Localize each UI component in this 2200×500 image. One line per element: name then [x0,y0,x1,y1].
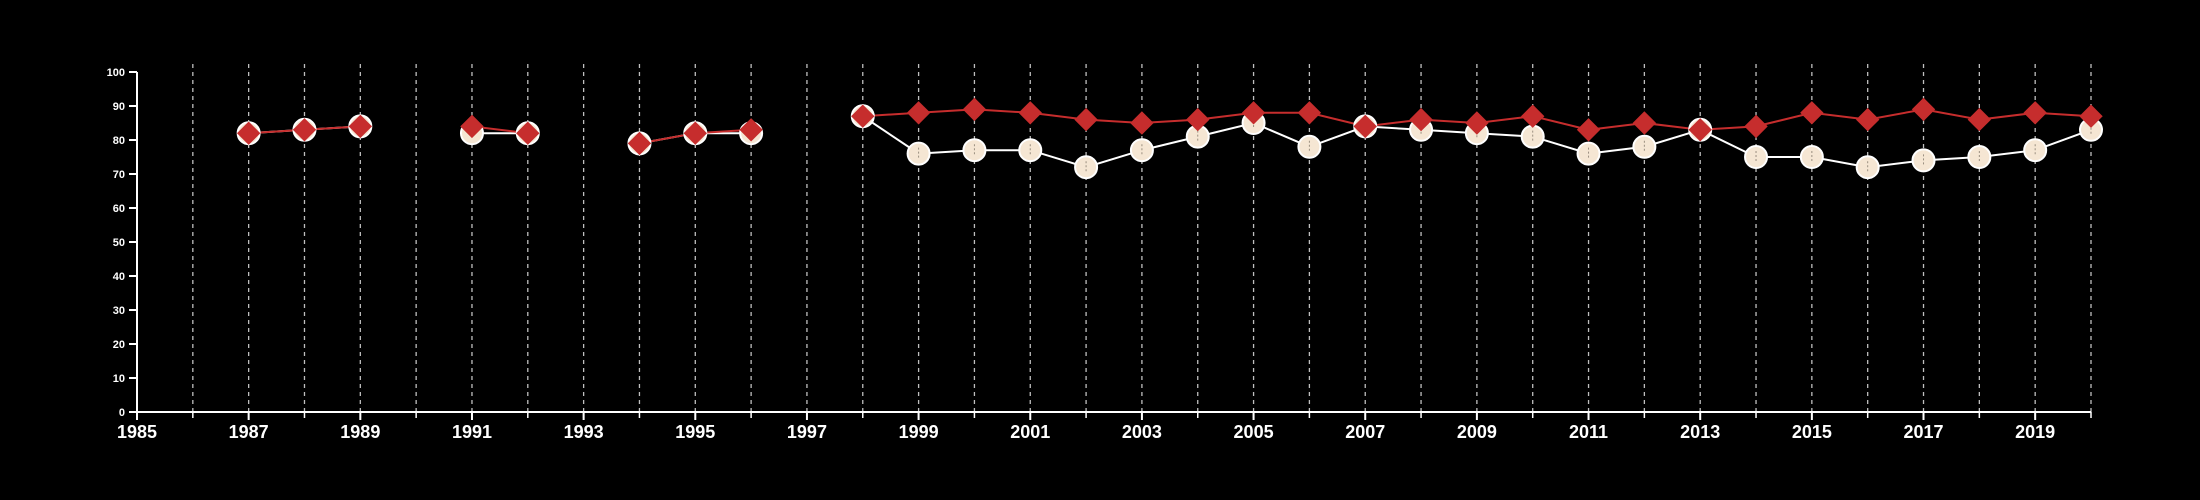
point-diamond-2004 [1186,107,1210,132]
y-tick-label-60: 60 [113,203,125,215]
point-diamond-1989 [348,114,373,139]
point-diamond-2018 [1967,107,1992,132]
y-tick-label-40: 40 [113,271,125,283]
point-diamond-2016 [1855,107,1880,132]
x-tick-label-2003: 2003 [1122,422,1162,442]
x-tick-label-2013: 2013 [1680,422,1720,442]
point-diamond-1998 [851,104,875,128]
y-tick-label-50: 50 [113,237,125,249]
point-diamond-1991 [460,114,484,139]
y-tick-label-10: 10 [113,373,125,385]
point-diamond-2005 [1241,101,1266,125]
y-tick-label-90: 90 [113,101,125,113]
x-tick-label-2019: 2019 [2015,422,2055,442]
y-tick-label-0: 0 [119,407,125,419]
x-tick-label-2015: 2015 [1792,422,1832,442]
x-tick-label-2001: 2001 [1010,422,1050,442]
point-diamond-1999 [906,101,931,125]
point-diamond-2011 [1576,118,1601,142]
point-diamond-2015 [1800,101,1824,125]
point-diamond-2010 [1521,104,1545,128]
point-diamond-2014 [1744,114,1768,139]
x-tick-label-1999: 1999 [899,422,939,442]
x-tick-label-2011: 2011 [1569,422,1608,442]
point-diamond-2012 [1632,111,1657,135]
y-tick-label-100: 100 [107,67,125,79]
x-tick-label-1993: 1993 [564,422,604,442]
point-diamond-2002 [1074,107,1098,132]
point-diamond-2006 [1297,101,1322,125]
x-tick-label-1995: 1995 [675,422,715,442]
point-diamond-2017 [1911,97,1936,122]
point-diamond-2009 [1465,111,1489,135]
point-diamond-1988 [292,118,317,142]
point-diamond-1995 [683,121,707,145]
point-diamond-1996 [739,118,763,142]
axes: 0 10 20 30 40 50 60 70 80 90 100 1985 1987 1989 1991 19… [107,67,2092,442]
y-tick-label-80: 80 [113,135,125,147]
series-2-markers [236,97,2103,156]
series [236,97,2103,180]
x-tick-label-2005: 2005 [1234,422,1274,442]
point-diamond-1994 [627,131,652,156]
point-diamond-2007 [1353,114,1377,139]
y-tick-label-30: 30 [113,305,125,317]
x-tick-label-1991: 1991 [452,422,492,442]
x-tick-label-2007: 2007 [1345,422,1385,442]
point-diamond-2000 [962,97,987,122]
point-diamond-1987 [236,121,261,145]
point-diamond-2001 [1018,101,1042,125]
point-diamond-2003 [1130,111,1154,135]
x-tick-label-1997: 1997 [787,422,827,442]
x-tick-label-1985: 1985 [117,422,157,442]
x-tick-label-2017: 2017 [1903,422,1943,442]
y-tick-label-70: 70 [113,169,125,181]
point-diamond-2008 [1409,107,1433,132]
x-tick-label-1987: 1987 [229,422,269,442]
point-diamond-1992 [516,121,540,145]
point-diamond-2013 [1688,118,1712,142]
point-diamond-2019 [2023,101,2047,125]
series-1-markers [236,104,2103,180]
y-tick-label-20: 20 [113,339,125,351]
x-tick-label-1989: 1989 [340,422,380,442]
point-diamond-2020 [2079,104,2103,128]
x-tick-label-2009: 2009 [1457,422,1497,442]
